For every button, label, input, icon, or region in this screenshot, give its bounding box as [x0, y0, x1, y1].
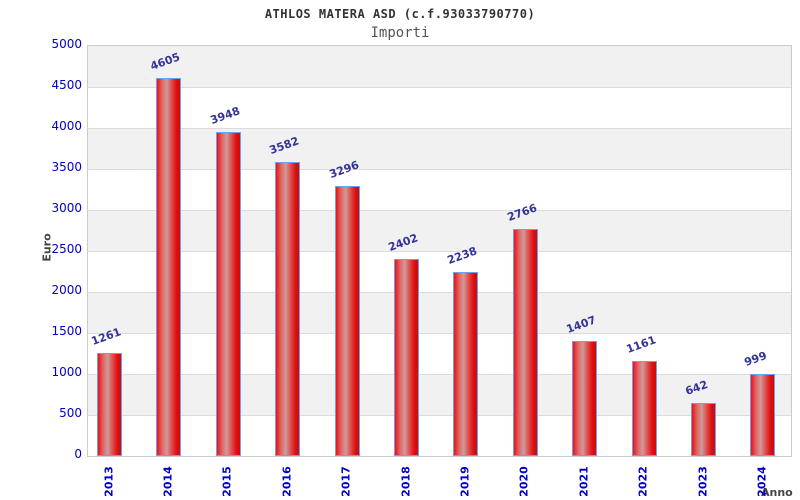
y-tick-label: 1500 [51, 324, 82, 338]
chart-subtitle: Importi [370, 25, 430, 41]
background-band [88, 128, 791, 169]
y-tick-label: 3000 [51, 201, 82, 215]
background-band [88, 46, 791, 87]
bar-value-label: 999 [742, 348, 769, 369]
y-tick-label: 3500 [51, 160, 82, 174]
y-tick-label: 1000 [51, 365, 82, 379]
y-tick-label: 2000 [51, 283, 82, 297]
x-tick-label-2022: 2022 [636, 466, 650, 497]
x-tick-label-2021: 2021 [577, 466, 591, 497]
bar-2020 [512, 229, 538, 456]
x-tick-label-2016: 2016 [280, 466, 294, 497]
y-tick-label: 0 [74, 447, 82, 461]
chart-title: ATHLOS MATERA ASD (c.f.93033790770) [264, 7, 536, 21]
gridline [88, 333, 791, 334]
gridline [88, 251, 791, 252]
x-tick-label-2020: 2020 [517, 466, 531, 497]
x-axis-title: Anno [761, 486, 793, 499]
x-tick-label-2013: 2013 [102, 466, 115, 497]
bar-2024 [750, 374, 776, 456]
bar-2021 [572, 341, 598, 456]
gridline [88, 169, 791, 170]
x-tick-label-2017: 2017 [339, 466, 353, 497]
gridline [88, 292, 791, 293]
bar-2019 [453, 272, 479, 456]
background-band [88, 210, 791, 251]
gridline [88, 210, 791, 211]
bar-2015 [215, 132, 241, 456]
bar-2014 [156, 78, 182, 456]
bar-2023 [691, 403, 716, 456]
x-tick-label-2015: 2015 [220, 466, 234, 497]
bar-value-label: 1161 [624, 333, 658, 356]
y-tick-label: 4000 [51, 119, 82, 133]
gridline [88, 128, 791, 129]
bar-2022 [631, 361, 657, 456]
x-tick-label-2019: 2019 [458, 466, 472, 497]
x-tick-label-2014: 2014 [161, 466, 175, 497]
plot-area: 1261 4605 3948 3582 3296 2402 2238 2766 1407 1161… [87, 45, 792, 457]
x-tick-label-2024: 2024 [755, 466, 769, 497]
background-band [88, 292, 791, 333]
gridline [88, 374, 791, 375]
bar-2018 [394, 259, 419, 456]
gridline [88, 87, 791, 88]
bar-2016 [275, 162, 301, 456]
y-tick-label: 500 [59, 406, 82, 420]
bar-2013 [97, 353, 122, 456]
y-tick-label: 5000 [51, 37, 82, 51]
x-tick-label-2023: 2023 [696, 466, 709, 497]
x-tick-label-2018: 2018 [399, 466, 412, 497]
y-tick-label: 4500 [51, 78, 82, 92]
gridline [88, 415, 791, 416]
y-tick-label: 2500 [51, 242, 82, 256]
bar-2017 [334, 186, 360, 456]
background-band [88, 374, 791, 415]
bar-value-label: 3948 [208, 104, 242, 127]
